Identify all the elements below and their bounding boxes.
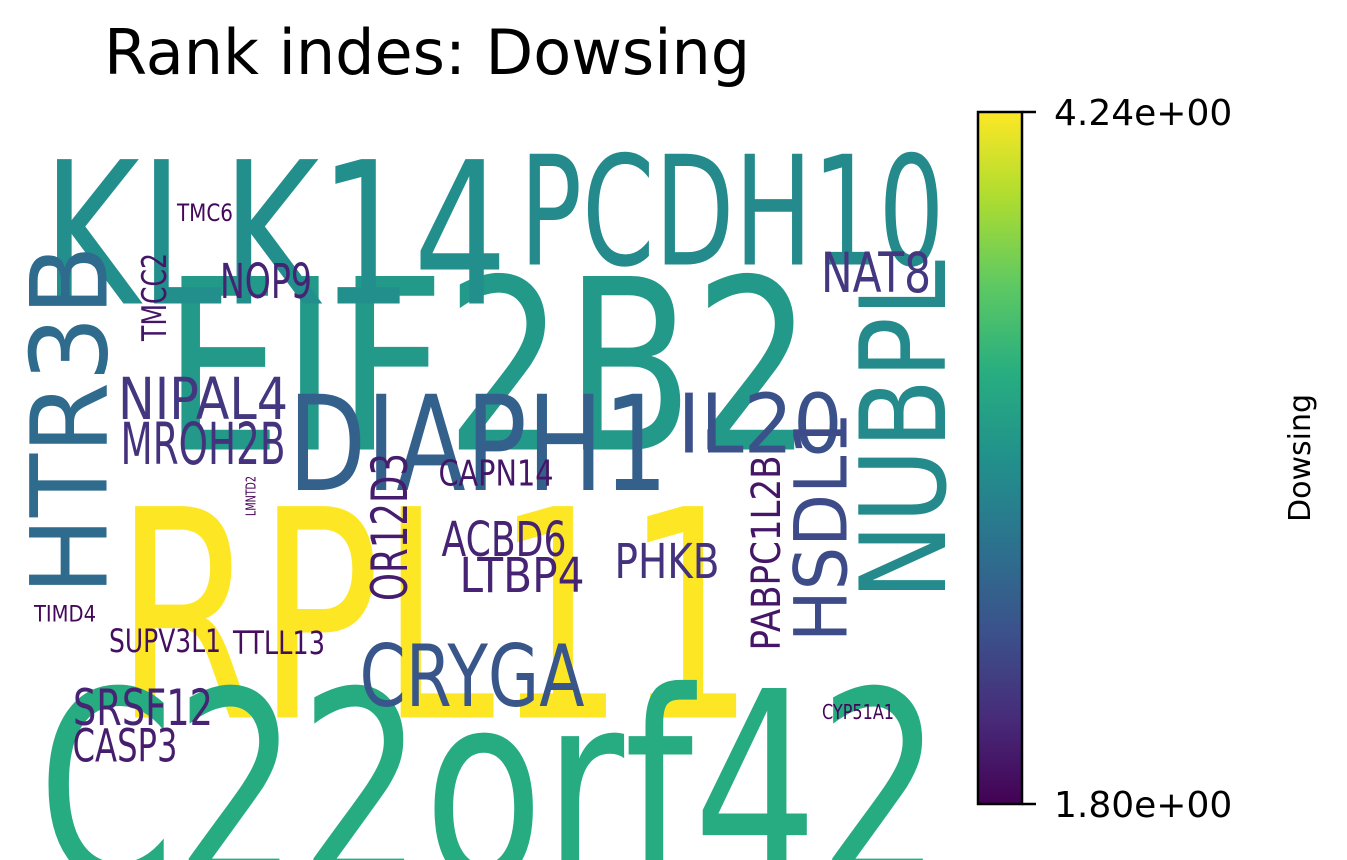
word-srsf12: SRSF12 <box>73 679 213 737</box>
word-nop9: NOP9 <box>220 254 312 310</box>
word-casp3: CASP3 <box>73 720 178 773</box>
colorbar: 4.24e+00 1.80e+00 Dowsing <box>976 93 1318 826</box>
word-ttll13: TTLL13 <box>232 624 325 662</box>
word-tmcc2: TMCC2 <box>135 253 175 342</box>
word-hsdl1: HSDL1 <box>780 412 865 642</box>
colorbar-max-label: 4.24e+00 <box>1054 93 1232 134</box>
word-nubpl: NUBPL <box>836 260 960 600</box>
word-tmc6: TMC6 <box>176 199 233 227</box>
colorbar-label: Dowsing <box>1283 394 1318 522</box>
word-mroh2b: MROH2B <box>121 410 286 478</box>
word-htr3b: HTR3B <box>9 245 132 595</box>
word-capn14: CAPN14 <box>439 454 554 495</box>
word-ltbp4: LTBP4 <box>460 548 585 604</box>
word-supv3l1: SUPV3L1 <box>109 622 221 660</box>
word-cryga: CRYGA <box>360 627 585 727</box>
word-acbd6: ACBD6 <box>442 512 567 568</box>
word-pcdh10: PCDH10 <box>520 124 945 301</box>
word-c22orf42: C22orf42 <box>38 637 943 860</box>
colorbar-gradient <box>976 110 1024 806</box>
word-nat8: NAT8 <box>821 241 931 305</box>
word-phkb: PHKB <box>615 534 720 590</box>
word-rpl11: RPL11 <box>115 450 755 787</box>
colorbar-min-label: 1.80e+00 <box>1054 785 1232 826</box>
word-pabpc1l2b: PABPC1L2B <box>744 456 790 651</box>
word-nipal4: NIPAL4 <box>118 365 288 433</box>
word-il20: IL20 <box>678 378 843 473</box>
chart-title: Rank indes: Dowsing <box>104 16 751 89</box>
word-cyp51a1: CYP51A1 <box>822 700 894 724</box>
word-diaph1: DIAPH1 <box>288 368 668 522</box>
word-timd4: TIMD4 <box>33 603 96 628</box>
word-lmntd2: LMNTD2 <box>245 476 260 516</box>
word-or12d3: OR12D3 <box>361 453 419 601</box>
word-eif2b2: EIF2B2 <box>163 230 813 507</box>
word-klk14: KLK14 <box>43 120 508 351</box>
